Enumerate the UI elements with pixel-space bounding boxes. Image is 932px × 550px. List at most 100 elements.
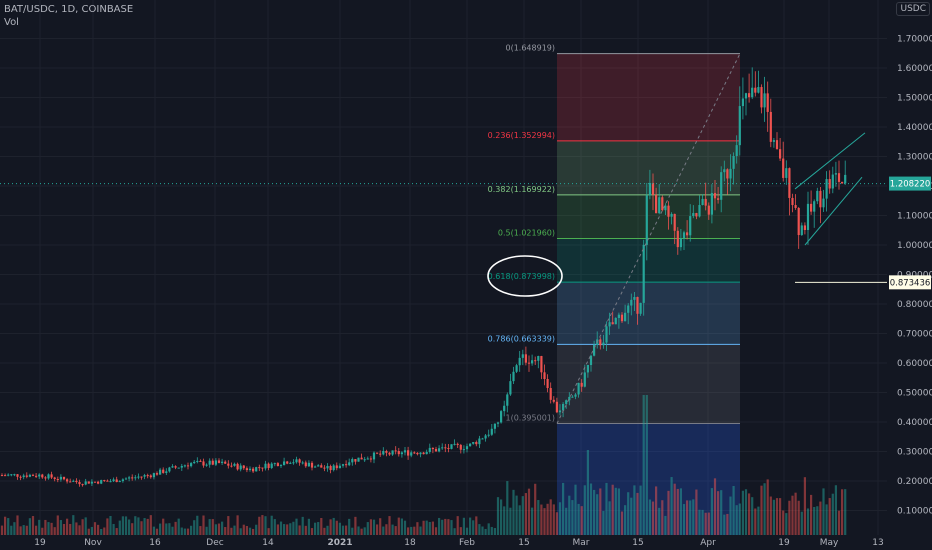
volume-bar (345, 525, 348, 535)
volume-bar (549, 499, 552, 535)
candle-body (741, 98, 744, 107)
volume-bar (803, 477, 806, 535)
candle-body (413, 452, 416, 454)
volume-bar (574, 484, 577, 535)
volume-bar (379, 518, 382, 535)
volume-bar (292, 521, 295, 535)
volume-bar (93, 522, 97, 535)
volume-bar (540, 504, 543, 535)
volume-bar (286, 524, 289, 535)
candle-body (376, 452, 379, 454)
candle-body (264, 463, 267, 469)
candle-body (177, 467, 180, 469)
volume-bar (59, 520, 62, 535)
volume-bar (348, 518, 351, 535)
candle-body (214, 460, 217, 465)
candle-body (599, 339, 602, 346)
candle-body (53, 477, 56, 479)
candle-body (469, 443, 472, 447)
volume-bar (689, 500, 692, 535)
candle-body (137, 476, 140, 478)
volume-bar (664, 515, 667, 535)
candle-body (568, 396, 571, 401)
candle-body (41, 474, 44, 478)
fib-zone (557, 140, 740, 195)
volume-bar (326, 525, 329, 535)
candle-body (574, 394, 577, 397)
volume-bar (475, 516, 478, 535)
candle-body (400, 452, 403, 455)
volume-bar (242, 524, 245, 535)
volume-bar (90, 526, 93, 535)
candle-body (481, 438, 484, 440)
volume-bar (794, 492, 797, 535)
candle-body (224, 461, 227, 464)
fib-zone (557, 194, 740, 239)
volume-bar (500, 499, 503, 535)
volume-bar (599, 488, 602, 535)
candle-body (797, 207, 800, 236)
volume-bars (0, 395, 847, 535)
candle-body (723, 169, 726, 173)
volume-bar (273, 519, 276, 535)
candle-body (748, 93, 751, 98)
volume-bar (221, 521, 224, 535)
volume-bar (844, 489, 847, 535)
volume-bar (531, 507, 534, 535)
candle-body (605, 326, 608, 343)
candle-body (707, 205, 710, 215)
volume-bar (202, 515, 205, 535)
volume-bar (50, 522, 53, 535)
volume-bar (196, 515, 199, 535)
volume-bar (636, 492, 639, 535)
volume-bar (698, 509, 701, 535)
candle-body (676, 230, 679, 248)
volume-bar (614, 487, 617, 535)
volume-bar (586, 450, 589, 535)
candle-body (701, 198, 704, 206)
candle-body (283, 461, 286, 466)
candle-body (428, 447, 431, 452)
volume-bar (4, 516, 7, 535)
volume-bar (410, 526, 413, 535)
volume-bar (75, 522, 78, 535)
candle-body (655, 194, 658, 214)
candle-body (140, 476, 143, 478)
candle-body (155, 473, 159, 475)
volume-bar (72, 515, 75, 535)
volume-bar (506, 481, 509, 535)
candle-body (453, 443, 456, 445)
candle-body (338, 465, 341, 469)
candle-body (735, 145, 738, 156)
candle-body (146, 475, 149, 477)
candle-body (782, 158, 785, 178)
candle-body (633, 297, 636, 300)
volume-bar (276, 524, 279, 535)
candle-body (22, 475, 25, 478)
fib-level-label: 0.382(1.169922) (488, 185, 555, 194)
candle-body (221, 461, 224, 463)
candle-body (351, 459, 354, 463)
candle-body (813, 201, 816, 212)
volume-bar (593, 489, 596, 535)
volume-bar (841, 489, 844, 535)
volume-bar (270, 515, 273, 535)
volume-bar (230, 527, 233, 535)
currency-badge[interactable]: USDC (896, 2, 930, 16)
volume-bar (583, 485, 586, 535)
candle-body (819, 190, 822, 208)
candle-body (546, 378, 549, 389)
candle-body (109, 481, 112, 483)
volume-bar (320, 517, 323, 535)
volume-bar (245, 525, 248, 535)
volume-bar (633, 485, 636, 535)
candle-body (261, 467, 264, 469)
volume-bar (7, 518, 10, 535)
candle-body (614, 317, 617, 325)
volume-bar (397, 517, 400, 535)
volume-bar (744, 489, 748, 535)
candle-body (239, 465, 242, 470)
candle-body (580, 382, 583, 387)
